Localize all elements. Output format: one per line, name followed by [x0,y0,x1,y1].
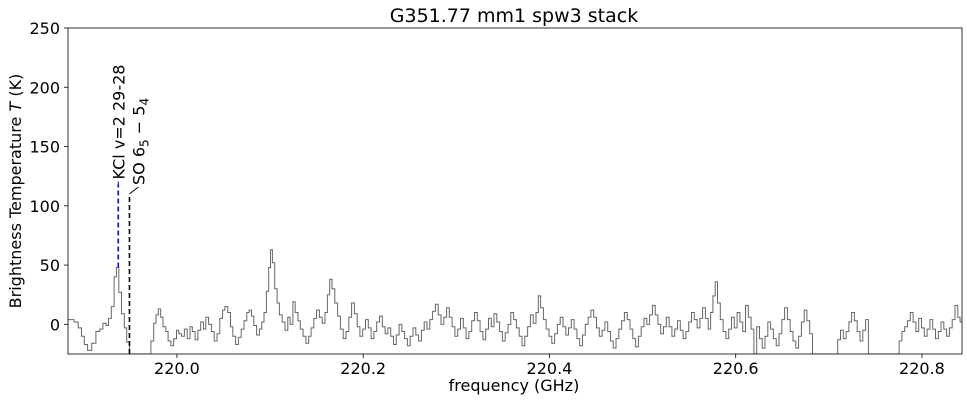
y-tick-label: 150 [29,138,60,157]
spectrum-layer [68,249,962,354]
annotation-label-part: − 5 [129,106,148,140]
y-axis-label-symbol: T [6,101,25,112]
spectrum-line [68,249,962,354]
y-axis-label: Brightness Temperature T (K) [6,74,25,309]
chart-title: G351.77 mm1 spw3 stack [390,5,638,27]
x-tick-label: 220.8 [899,359,945,378]
x-tick-label: 220.2 [340,359,386,378]
y-axis-label-unit: (K) [6,74,25,97]
x-axis-label: frequency (GHz) [449,376,580,395]
x-axis-ticks: 220.0 220.2 220.4 220.6 220.8 [154,354,945,378]
annotation-label: KCl v=2 29-28 [109,65,128,180]
y-tick-label: 0 [50,315,60,334]
y-axis-label-text: Brightness Temperature [6,117,25,309]
annotation-label-part: SO 6 [129,147,148,185]
annotation-label-part: 5 [137,139,151,147]
y-tick-label: 250 [29,19,60,38]
y-tick-label: 200 [29,78,60,97]
x-tick-label: 220.4 [527,359,573,378]
x-tick-label: 220.0 [154,359,200,378]
plot-frame [67,27,963,355]
annotation-leader [129,186,139,195]
line-annotations: KCl v=2 29-28 SO 65 − 54 [109,65,151,354]
x-tick-label: 220.6 [713,359,759,378]
y-axis-ticks: 0 50 100 150 200 250 [29,19,68,334]
y-tick-label: 50 [40,256,60,275]
annotation-label-part: 4 [137,98,151,106]
annotation-label: SO 65 − 54 [129,98,151,185]
annotation-label-part: KCl v=2 29-28 [109,65,128,180]
y-tick-label: 100 [29,197,60,216]
